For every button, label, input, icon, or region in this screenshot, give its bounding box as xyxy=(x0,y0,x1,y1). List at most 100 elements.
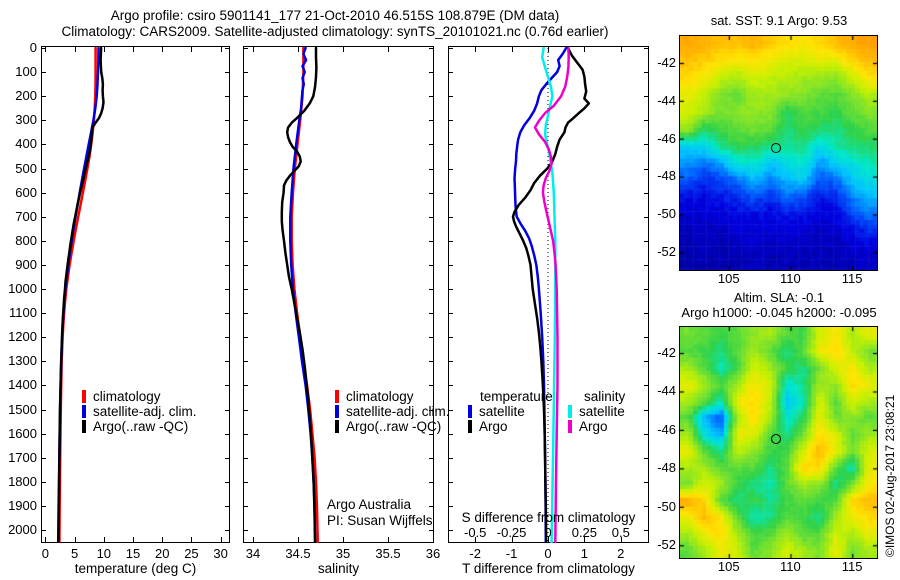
sla-map-title-line2: Argo h1000: -0.045 h2000: -0.095 xyxy=(681,305,877,320)
depth-tick-label: 1200 xyxy=(8,329,37,345)
argo-swatch xyxy=(468,420,472,433)
title-line-1: Argo profile: csiro 5901141_177 21-Oct-2… xyxy=(110,8,560,23)
argo-line xyxy=(280,46,318,543)
sst-map-lon-tick: 110 xyxy=(780,271,801,286)
temperature-profile-xtick: 0 xyxy=(41,546,49,561)
salinity-legend: climatology satellite-adj. clim. Argo(..… xyxy=(335,389,450,434)
depth-tick-label: 1300 xyxy=(8,353,37,369)
salinity-profile-xtick: 36 xyxy=(425,546,441,561)
temperature-profile-xtick: 25 xyxy=(184,546,199,561)
legend-item-satellite: satellite xyxy=(568,404,625,419)
satellite-swatch xyxy=(335,405,339,418)
depth-tick-label: 1500 xyxy=(8,401,37,417)
satellite-swatch xyxy=(568,405,572,418)
difference-profile-xtick: 0 xyxy=(544,546,552,561)
legend-item-argo: Argo xyxy=(568,419,625,434)
legend-label: climatology xyxy=(346,389,414,404)
depth-tick-label: 1800 xyxy=(8,473,37,489)
difference-profile-plot xyxy=(448,46,649,543)
legend-label: satellite-adj. clim. xyxy=(93,404,197,419)
temperature-profile-xtick: 15 xyxy=(125,546,141,561)
depth-tick-label: 900 xyxy=(15,256,37,272)
sst-map-lat-tick: -44 xyxy=(657,92,676,108)
climatology-swatch xyxy=(335,390,339,403)
legend-label: Argo(..raw -QC) xyxy=(346,419,442,434)
argo-line xyxy=(57,46,105,543)
difference-profile-xtick: 2 xyxy=(617,546,625,561)
depth-tick-label: 2000 xyxy=(8,522,37,537)
depth-tick-label: 1700 xyxy=(8,449,37,465)
imos-copyright: ©IMOS 02-Aug-2017 23:08:21 xyxy=(883,394,897,557)
s-diff-axis-label: S difference from climatology xyxy=(461,510,636,525)
sla-map-lon-tick: 110 xyxy=(780,559,801,574)
depth-tick-label: 600 xyxy=(15,184,37,200)
legend-header-salinity: salinity xyxy=(584,389,626,404)
difference-profile-xtick: -1 xyxy=(505,546,518,561)
salinity-axis-label: salinity xyxy=(317,561,360,576)
sst-map-lat-tick: -50 xyxy=(657,206,676,222)
sst-map-float-marker xyxy=(771,142,782,153)
t-diff-argo-line xyxy=(511,46,591,543)
depth-tick-label: 1400 xyxy=(8,377,37,393)
sla-map-lon-tick: 115 xyxy=(841,559,863,574)
legend-label: Argo xyxy=(479,419,508,434)
depth-tick-label: 0 xyxy=(29,40,37,55)
pi-text: PI: Susan Wijffels xyxy=(327,513,433,528)
sla-map-lat-tick: -50 xyxy=(657,498,676,514)
legend-item-satellite: satellite-adj. clim. xyxy=(82,404,197,419)
argo-swatch xyxy=(568,420,572,433)
sst-map-lat-tick: -52 xyxy=(657,244,676,260)
argo-swatch xyxy=(335,420,339,433)
legend-item-argo: Argo xyxy=(468,419,553,434)
sla-map-lat-tick: -52 xyxy=(657,537,676,553)
sst-map-title: sat. SST: 9.1 Argo: 9.53 xyxy=(710,13,848,28)
sst-map-lon-tick: 115 xyxy=(841,271,863,286)
argo-australia-text: Argo Australia xyxy=(327,497,412,512)
salinity-profile-xtick: 34.5 xyxy=(285,546,311,561)
argo-swatch xyxy=(82,420,86,433)
tdiff-legend-temperature: temperature satellite Argo xyxy=(468,389,553,434)
legend-item-argo: Argo(..raw -QC) xyxy=(82,419,197,434)
legend-item-climatology: climatology xyxy=(82,389,197,404)
sst-map-lat-tick: -46 xyxy=(657,130,676,146)
sla-map-lat-tick: -42 xyxy=(657,344,676,360)
depth-tick-label: 500 xyxy=(15,160,37,176)
sst-map-lat-tick: -42 xyxy=(657,54,676,70)
title-line-2: Climatology: CARS2009. Satellite-adjuste… xyxy=(61,24,609,39)
depth-tick-label: 1900 xyxy=(8,497,37,513)
sla-map-float-marker xyxy=(771,434,782,445)
depth-tick-label: 800 xyxy=(15,232,37,248)
s-diff-tick: -0.5 xyxy=(463,525,487,540)
salinity-profile-xtick: 35.5 xyxy=(375,546,401,561)
difference-profile-xtick: 1 xyxy=(580,546,588,561)
depth-tick-label: 300 xyxy=(15,112,37,128)
legend-label: satellite xyxy=(579,404,625,419)
temperature-axis-label: temperature (deg C) xyxy=(74,561,197,576)
legend-item-argo: Argo(..raw -QC) xyxy=(335,419,450,434)
depth-tick-label: 1600 xyxy=(8,425,37,441)
legend-label: Argo xyxy=(579,419,608,434)
satellite-swatch xyxy=(82,405,86,418)
s-diff-tick: 0 xyxy=(544,525,552,540)
s-diff-tick: -0.25 xyxy=(496,525,527,540)
s-diff-argo-line xyxy=(533,46,570,543)
difference-profile-xtick: -2 xyxy=(469,546,481,561)
legend-label: climatology xyxy=(93,389,161,404)
legend-item-climatology: climatology xyxy=(335,389,450,404)
tdiff-legend-salinity: salinity satellite Argo xyxy=(568,389,625,434)
depth-tick-label: 200 xyxy=(15,88,37,104)
t-diff-satellite-line xyxy=(513,46,568,543)
temperature-profile-xtick: 10 xyxy=(96,546,112,561)
temperature-legend: climatology satellite-adj. clim. Argo(..… xyxy=(82,389,197,434)
salinity-profile-plot xyxy=(243,46,434,543)
sla-map-title-line1: Altim. SLA: -0.1 xyxy=(733,290,825,305)
depth-tick-label: 100 xyxy=(15,64,37,80)
legend-header-temperature: temperature xyxy=(480,389,553,404)
page-title: Argo profile: csiro 5901141_177 21-Oct-2… xyxy=(0,8,670,40)
depth-tick-label: 400 xyxy=(15,136,37,152)
legend-label: satellite-adj. clim. xyxy=(346,404,450,419)
climatology-swatch xyxy=(82,390,86,403)
sla-map-lat-tick: -46 xyxy=(657,421,676,437)
temperature-profile-xtick: 5 xyxy=(70,546,79,561)
depth-tick-label: 1000 xyxy=(8,281,37,296)
